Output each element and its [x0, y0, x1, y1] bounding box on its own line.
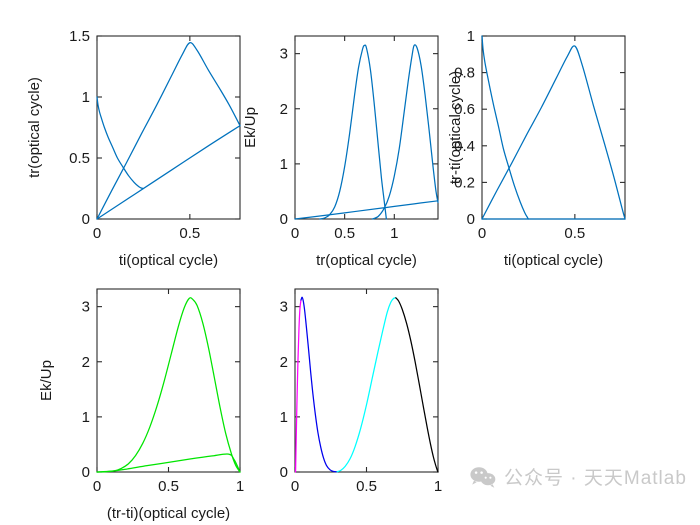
subplot-4-yticklabel: 1 — [82, 409, 90, 426]
subplot-5-yticklabel: 0 — [280, 464, 288, 481]
subplot-3-plot-box — [481, 35, 626, 220]
watermark-text: 公众号 · 天天Matlab — [504, 468, 687, 489]
subplot-1-plot-box — [96, 35, 241, 220]
subplot-2-xlabel: tr(optical cycle) — [316, 252, 417, 269]
subplot-3-yticklabel: 0.8 — [454, 65, 475, 82]
subplot-2-yticklabel: 3 — [280, 46, 288, 63]
subplot-2-panel: 0 0.5 1 0 1 2 3 tr(optical cycle) Ek/Up — [242, 0, 470, 270]
subplot-3-yticklabel: 0.4 — [454, 138, 475, 155]
subplot-3-xticklabel: 0 — [478, 225, 486, 242]
subplot-2-ylabel: Ek/Up — [242, 107, 259, 148]
kinetic-energy-main — [96, 297, 241, 473]
short-branch-excursion — [481, 35, 530, 220]
energy-peak-long — [371, 44, 439, 220]
subplot-3-yticklabel: 0 — [467, 211, 475, 228]
subplot-4-yticklabel: 2 — [82, 354, 90, 371]
subplot-4-panel: 0 0.5 1 0 1 2 3 (tr-ti)(optical cycle) Ek/Up — [0, 265, 260, 525]
subplot-5-xticklabel: 0.5 — [356, 478, 377, 495]
subplot-5-panel: 0 0.5 1 0 1 2 3 — [250, 265, 470, 525]
subplot-4-yticklabel: 0 — [82, 464, 90, 481]
subplot-1-axes: 0 0.5 0 0.5 1 1.5 ti(optical cycle) tr(optical … — [26, 28, 241, 269]
subplot-2-xticklabel: 1 — [390, 225, 398, 242]
subplot-4-xticklabel: 0 — [93, 478, 101, 495]
subplot-1-yticklabel: 1 — [82, 89, 90, 106]
subplot-2-yticklabel: 1 — [280, 156, 288, 173]
subplot-4-xticklabel: 1 — [236, 478, 244, 495]
subplot-2-axes: 0 0.5 1 0 1 2 3 tr(optical cycle) Ek/Up — [242, 35, 439, 269]
subplot-5-plot-box — [294, 288, 439, 473]
subplot-1-xlabel: ti(optical cycle) — [119, 252, 218, 269]
subplot-2-xticklabel: 0.5 — [334, 225, 355, 242]
long-branch-excursion — [481, 45, 626, 220]
energy-peak-short — [319, 44, 387, 220]
subplot-1-xticklabel: 0 — [93, 225, 101, 242]
subplot-4-yticklabel: 3 — [82, 299, 90, 316]
subplot-1-ylabel: tr(optical cycle) — [26, 77, 43, 178]
subplot-5-yticklabel: 3 — [280, 299, 288, 316]
subplot-3-xticklabel: 0.5 — [564, 225, 585, 242]
subplot-5-axes: 0 0.5 1 0 1 2 3 — [280, 288, 442, 495]
subplot-1-yticklabel: 1.5 — [69, 28, 90, 45]
segment-black — [395, 297, 439, 473]
subplot-2-yticklabel: 2 — [280, 101, 288, 118]
subplot-3-yticklabel: 0.2 — [454, 174, 475, 191]
ionization-return-linear — [96, 125, 241, 220]
subplot-3-yticklabel: 0.6 — [454, 101, 475, 118]
subplot-1-yticklabel: 0.5 — [69, 150, 90, 167]
subplot-3-yticklabel: 1 — [467, 28, 475, 45]
subplot-1-yticklabel: 0 — [82, 211, 90, 228]
subplot-3-ylabel: tr-ti(optical cycle) — [447, 71, 464, 184]
short-branch-return-time — [96, 96, 145, 190]
long-branch-return-time — [96, 42, 241, 220]
subplot-1-xticklabel: 0.5 — [179, 225, 200, 242]
subplot-2-xticklabel: 0 — [291, 225, 299, 242]
segment-cyan — [336, 297, 397, 473]
subplot-4-plot-box — [96, 288, 241, 473]
segment-blue — [300, 296, 338, 473]
subplot-1-panel: 0 0.5 0 0.5 1 1.5 ti(optical cycle) tr(optical … — [0, 0, 260, 270]
subplot-4-ylabel: Ek/Up — [38, 360, 55, 401]
subplot-3-xlabel: ti(optical cycle) — [504, 252, 603, 269]
subplot-2-plot-box — [294, 35, 439, 220]
subplot-2-yticklabel: 0 — [280, 211, 288, 228]
subplot-4-xticklabel: 0.5 — [158, 478, 179, 495]
subplot-4-axes: 0 0.5 1 0 1 2 3 (tr-ti)(optical cycle) Ek/Up — [38, 288, 244, 522]
subplot-5-xticklabel: 0 — [291, 478, 299, 495]
subplot-5-yticklabel: 2 — [280, 354, 288, 371]
segment-magenta — [294, 299, 302, 473]
watermark: 公众号 · 天天Matlab — [470, 463, 687, 490]
kinetic-energy-ramp — [96, 453, 241, 473]
subplot-3-axes: 0 0.5 0 0.2 0.4 0.6 0.8 1 ti(optical cycle) tr-ti… — [447, 28, 626, 269]
wechat-icon — [470, 466, 496, 488]
subplot-5-yticklabel: 1 — [280, 409, 288, 426]
low-energy-ramp — [294, 200, 439, 220]
subplot-4-xlabel: (tr-ti)(optical cycle) — [107, 505, 230, 522]
subplot-3-panel: 0 0.5 0 0.2 0.4 0.6 0.8 1 ti(optical cycle) tr-ti… — [447, 0, 700, 270]
subplot-5-xticklabel: 1 — [434, 478, 442, 495]
